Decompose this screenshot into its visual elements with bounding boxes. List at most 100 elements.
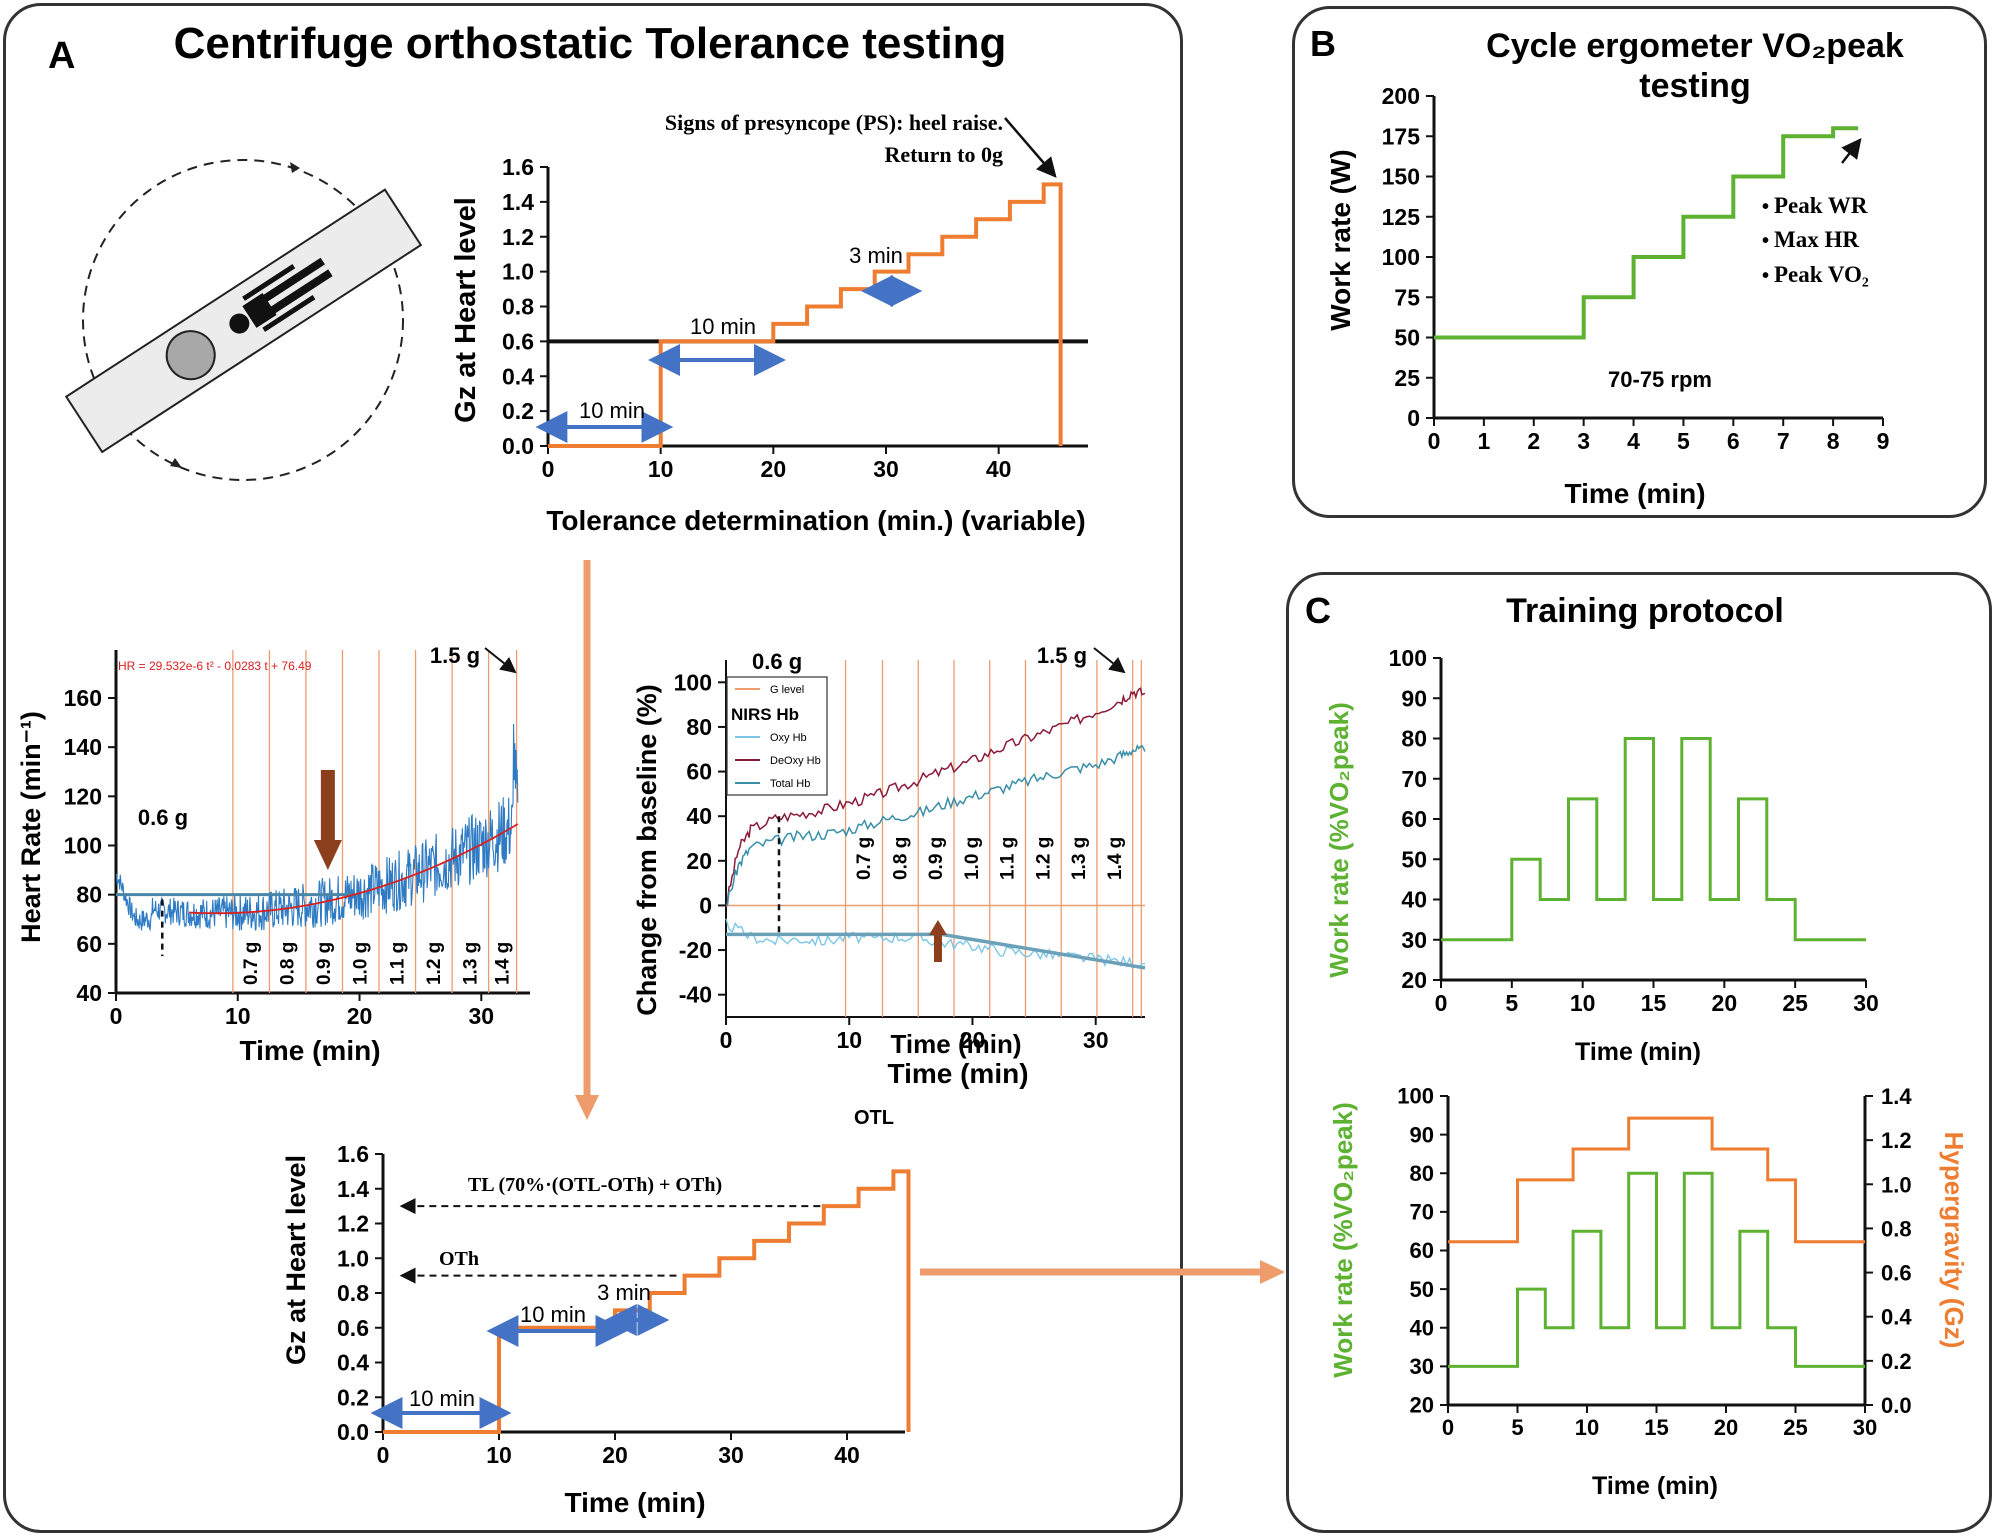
a1-y-tick-label: 0.8	[502, 294, 534, 320]
a1-x-tick-label: 10	[648, 456, 674, 482]
a1-xlabel: Tolerance determination (min.) (variable…	[546, 505, 1085, 536]
c2-x-tick-label: 20	[1714, 1415, 1738, 1440]
a2-label-3min: 3 min	[597, 1280, 651, 1305]
centrifuge-illustration	[64, 159, 423, 481]
a2-x-tick-label: 40	[834, 1442, 860, 1468]
c2-y2-tick-label: 1.0	[1881, 1172, 1912, 1197]
chart-c2-training-gz: 0 5 10 15 20 25 30 20 30 40 50 60 70 80 90 100 0.0 0.2 0.4…	[1397, 1084, 1912, 1440]
c2-ylabel-right: Hypergravity (Gz)	[1939, 1132, 1969, 1349]
nirs-g-label: 0.8 g	[890, 837, 911, 880]
a2-label-10min-a: 10 min	[409, 1386, 475, 1411]
c2-y-tick-label: 90	[1410, 1122, 1434, 1147]
panel-a-letter: A	[48, 35, 75, 77]
nirs-x-tick-label: 20	[960, 1027, 986, 1053]
c2-y-tick-label: 70	[1410, 1200, 1434, 1225]
c2-y2-tick-label: 0.8	[1881, 1216, 1912, 1241]
chart-a1-tolerance: 0 10 20 30 40 0.0 0.2 0.4 0.6 0.8 1.0 1.2 1.4 1.6	[502, 117, 1088, 482]
a1-label-10min-a: 10 min	[579, 398, 645, 423]
hr-x-tick-label: 0	[110, 1003, 123, 1029]
c1-x-tick-label: 30	[1853, 990, 1879, 1016]
nirs-label-15g: 1.5 g	[1037, 643, 1087, 668]
a1-x-tick-label: 40	[986, 456, 1012, 482]
hr-ylabel: Heart Rate (min⁻¹)	[16, 711, 46, 943]
b-x-tick-label: 5	[1677, 428, 1690, 454]
c2-hypergravity-line	[1448, 1116, 1865, 1244]
panel-b-frame	[1292, 6, 1987, 518]
c2-x-tick-label: 30	[1853, 1415, 1877, 1440]
nirs-threshold-arrow-head	[928, 920, 947, 935]
panel-b-title-line2: testing	[1639, 67, 1750, 105]
a2-x-tick-label: 10	[486, 1442, 512, 1468]
a1-gz-line	[548, 182, 1063, 448]
hr-y-tick-label: 80	[76, 882, 102, 908]
a2-x-tick-label: 20	[602, 1442, 628, 1468]
c2-xlabel: Time (min)	[1592, 1472, 1718, 1500]
b-xlabel: Time (min)	[1564, 478, 1705, 509]
c1-x-tick-label: 0	[1435, 990, 1448, 1016]
b-peak-arrow	[1841, 138, 1862, 164]
nirs-xlabel: Time (min)	[891, 1029, 1022, 1059]
nirs-legend-total: Total Hb	[770, 778, 810, 790]
c1-y-tick-label: 30	[1401, 927, 1427, 953]
c2-y-tick-label: 80	[1410, 1161, 1434, 1186]
b-y-tick-label: 200	[1382, 83, 1420, 109]
b-y-tick-label: 25	[1394, 365, 1420, 391]
nirs-y-tick-label: 20	[686, 848, 712, 874]
hr-g-label: 1.0 g	[351, 942, 372, 985]
flow-arrow-right-head	[1260, 1260, 1285, 1284]
c1-x-tick-label: 10	[1570, 990, 1596, 1016]
c2-x-tick-label: 0	[1442, 1415, 1454, 1440]
nirs-y-tick-label: 60	[686, 759, 712, 785]
hr-trace	[115, 723, 519, 932]
b-y-tick-label: 100	[1382, 244, 1420, 270]
a2-y-tick-label: 1.0	[337, 1245, 369, 1271]
a1-y-tick-label: 1.6	[502, 154, 534, 180]
b-x-tick-label: 9	[1877, 428, 1890, 454]
nirs-threshold-arrow-shaft	[933, 932, 942, 962]
flow-arrow-down-head	[575, 1095, 599, 1120]
nirs-legend-deoxy: DeOxy Hb	[770, 755, 821, 767]
hr-x-tick-label: 30	[468, 1003, 494, 1029]
b-bullet-max-hr: Max HR	[1774, 227, 1859, 252]
hr-y-tick-label: 160	[64, 685, 102, 711]
chart-c1-training: 0 5 10 15 20 25 30 20 30 40 50 60 70 80 90 100	[1389, 645, 1879, 1016]
b-workrate-line	[1434, 126, 1859, 340]
c2-y2-tick-label: 1.4	[1881, 1084, 1912, 1109]
nirs-ylabel: Change from baseline (%)	[632, 684, 662, 1016]
c1-xlabel: Time (min)	[1575, 1038, 1701, 1066]
c2-y-tick-label: 20	[1410, 1393, 1434, 1418]
b-y-tick-label: 125	[1382, 204, 1421, 230]
nirs-x-tick-label: 0	[720, 1027, 733, 1053]
c2-ylabel-left: Work rate (%VO₂peak)	[1328, 1102, 1358, 1378]
panel-c-letter: C	[1305, 590, 1331, 631]
c2-y2-tick-label: 0.0	[1881, 1393, 1912, 1418]
nirs-15g-arrow	[1093, 647, 1126, 674]
c1-x-tick-label: 5	[1505, 990, 1518, 1016]
a2-tl-label: TL (70%·(OTL-OTh) + OTh)	[468, 1174, 722, 1196]
c2-y-tick-label: 100	[1397, 1084, 1434, 1109]
c2-y-tick-label: 30	[1410, 1354, 1434, 1379]
b-rpm: 70-75 rpm	[1608, 367, 1712, 392]
a1-y-tick-label: 1.0	[502, 259, 534, 285]
nirs-y-tick-label: -20	[679, 937, 712, 963]
b-bullet-dot-3: •	[1762, 265, 1769, 287]
a2-y-tick-label: 1.6	[337, 1141, 369, 1167]
nirs-g-label: 1.4 g	[1105, 837, 1126, 880]
hr-g-label: 1.1 g	[387, 942, 408, 985]
hr-label-06g: 0.6 g	[138, 805, 188, 830]
c1-y-tick-label: 100	[1389, 645, 1427, 671]
nirs-legend: 0.6 g G level NIRS Hb Oxy Hb DeOxy Hb To…	[726, 649, 828, 796]
b-x-tick-label: 7	[1777, 428, 1790, 454]
a2-y-tick-label: 0.0	[337, 1419, 369, 1445]
nirs-legend-g-level: G level	[770, 684, 804, 696]
panel-c-title: Training protocol	[1506, 592, 1784, 630]
nirs-g-label: 1.2 g	[1033, 837, 1054, 880]
b-y-tick-label: 50	[1394, 325, 1420, 351]
a2-y-tick-label: 0.8	[337, 1280, 369, 1306]
c2-y2-tick-label: 0.6	[1881, 1261, 1912, 1286]
c2-y2-tick-label: 1.2	[1881, 1128, 1912, 1153]
c2-y-tick-label: 60	[1410, 1238, 1434, 1263]
nirs-g-label: 0.7 g	[854, 837, 875, 880]
nirs-xlabel-2: Time (min)	[887, 1058, 1028, 1089]
